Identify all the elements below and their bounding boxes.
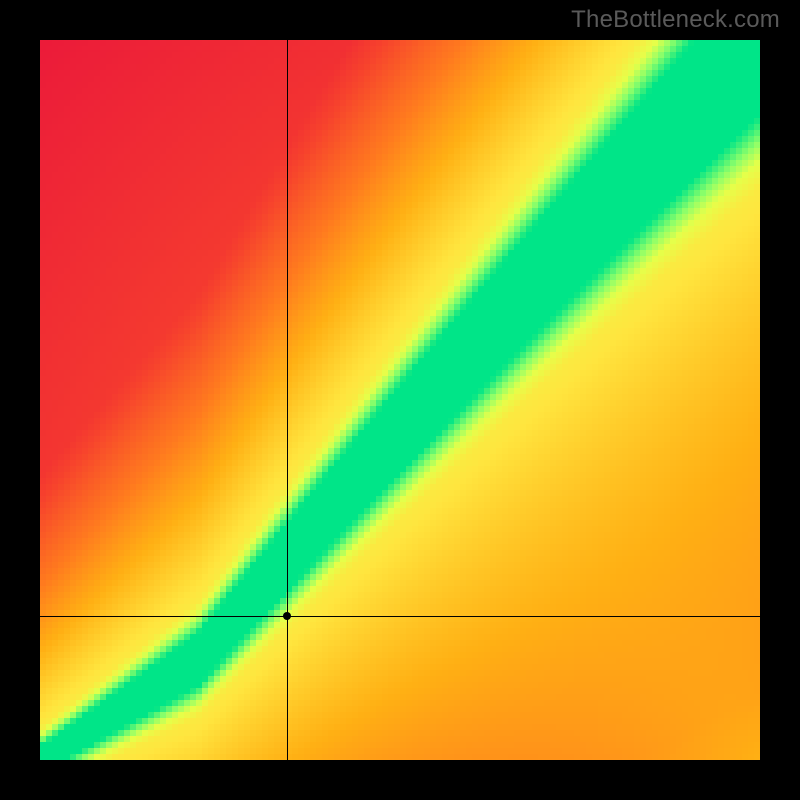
bottleneck-heatmap <box>40 40 760 760</box>
watermark-text: TheBottleneck.com <box>571 6 780 34</box>
figure-container: TheBottleneck.com <box>0 0 800 800</box>
